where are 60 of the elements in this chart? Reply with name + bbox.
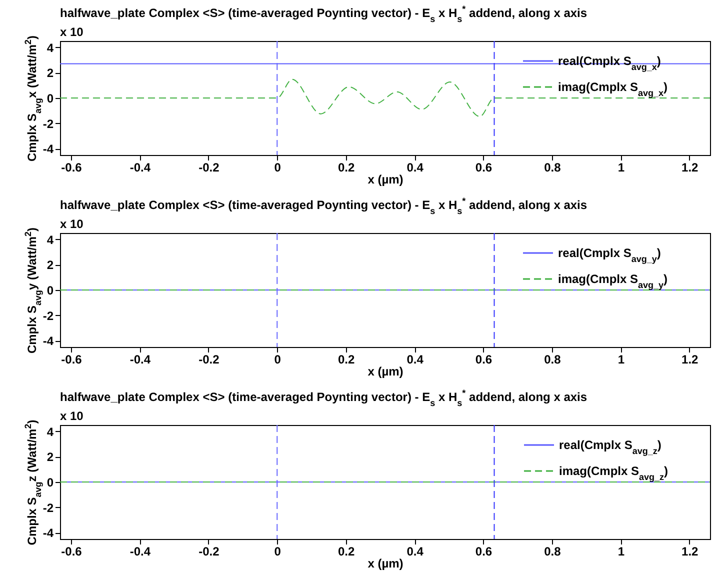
- y-tick-label: -2: [42, 116, 54, 131]
- x-tick-label: 1.2: [682, 352, 699, 366]
- y-tick-label: -2: [42, 308, 54, 323]
- y-tick-label: 4: [46, 40, 54, 55]
- x-tick-label: 0.4: [406, 544, 424, 558]
- x-tick-label: -0.4: [130, 352, 151, 366]
- x-tick-label: 0.6: [475, 352, 492, 366]
- y-tick-label: 4: [46, 424, 54, 439]
- x-tick-label: 1.2: [682, 544, 699, 558]
- x-tick-label: 0.4: [406, 352, 424, 366]
- x-tick-label: 1: [618, 160, 625, 174]
- x-tick-label: -0.6: [61, 160, 82, 174]
- y-tick-label: -4: [42, 142, 54, 156]
- x-tick-label: -0.6: [61, 544, 82, 558]
- x-tick-label: 0.2: [338, 352, 355, 366]
- x-tick-label: 0.2: [338, 160, 355, 174]
- x-tick-label: 0: [274, 544, 282, 558]
- chart-title: halfwave_plate Complex <S> (time-averaged Poynting vector) - E$_{s}$ x H$_{s}$$^{*}$ addend, along x axis: [60, 388, 588, 408]
- x-tick-label: 0.8: [544, 352, 562, 366]
- x-tick-label: 1: [618, 352, 625, 366]
- y-tick-label: 2: [46, 258, 54, 272]
- y-tick-label: -2: [42, 500, 54, 515]
- x-tick-label: -0.4: [130, 544, 151, 558]
- x-tick-label: -0.6: [61, 352, 82, 366]
- x-tick-label: 0: [274, 160, 282, 174]
- y-tick-label: 4: [46, 232, 54, 247]
- x-tick-label: -0.2: [198, 160, 220, 174]
- chart-title: halfwave_plate Complex <S> (time-averaged Poynting vector) - E$_{s}$ x H$_{s}$$^{*}$ addend, along x axis: [60, 196, 588, 216]
- y-tick-label: -4: [42, 526, 54, 540]
- x-tick-label: -0.4: [130, 160, 151, 174]
- y-tick-label: 2: [46, 66, 54, 80]
- x-tick-label: 0.8: [544, 544, 562, 558]
- x-tick-label: 0.6: [475, 160, 492, 174]
- chart-title: halfwave_plate Complex <S> (time-averaged Poynting vector) - E$_{s}$ x H$_{s}$$^{*}$ addend, along x axis: [60, 4, 588, 24]
- y-tick-label: 0: [46, 92, 54, 106]
- x-tick-label: 0.8: [544, 160, 562, 174]
- y-tick-label: -4: [42, 334, 54, 348]
- x-tick-label: 0: [274, 352, 282, 366]
- x-tick-label: -0.2: [198, 544, 220, 558]
- legend-label: imag(Cmplx S$_{avg_y}$): [558, 272, 668, 290]
- x-tick-label: -0.2: [198, 352, 220, 366]
- x-tick-label: 0.4: [406, 160, 424, 174]
- x-tick-label: 0.2: [338, 544, 355, 558]
- x-tick-label: 1.2: [682, 160, 699, 174]
- x-tick-label: 1: [618, 544, 625, 558]
- x-tick-label: 0.6: [475, 544, 492, 558]
- text: x 10: [60, 25, 84, 39]
- y-tick-label: 0: [46, 284, 54, 298]
- legend-label: imag(Cmplx S$_{avg_x}$): [558, 80, 668, 98]
- x-axis-title: x (µm): [368, 364, 404, 378]
- legend-label: imag(Cmplx S$_{avg_z}$): [559, 464, 668, 482]
- text: x 10: [60, 409, 84, 423]
- legend-label: real(Cmplx S$_{avg_y}$): [558, 246, 661, 264]
- legend-label: real(Cmplx S$_{avg_z}$): [559, 438, 662, 456]
- y-tick-label: 0: [46, 476, 54, 490]
- x-axis-title: x (µm): [368, 556, 404, 570]
- y-tick-label: 2: [46, 450, 54, 464]
- line-series: [60, 78, 710, 117]
- text: x 10: [60, 217, 84, 231]
- x-axis-title: x (µm): [368, 172, 404, 186]
